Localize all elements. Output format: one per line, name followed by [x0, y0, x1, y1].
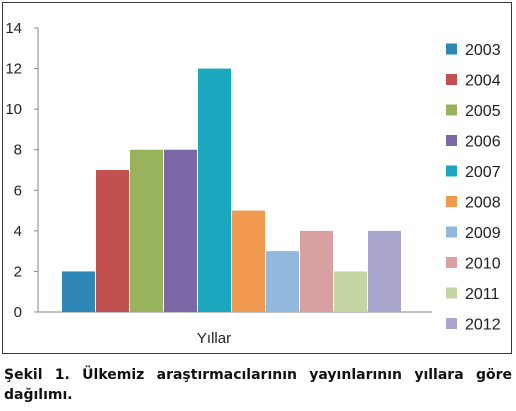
legend-swatch-2004 [446, 74, 457, 85]
legend-swatch-2010 [446, 257, 457, 268]
legend-swatch-2007 [446, 165, 457, 177]
legend-label-2008: 2008 [465, 195, 501, 212]
y-tick-label: 4 [14, 223, 22, 240]
legend-swatch-2009 [446, 226, 457, 238]
y-tick-label: 0 [14, 304, 22, 321]
y-tick-label: 2 [14, 263, 22, 280]
bar-2004 [96, 170, 129, 312]
bar-2007 [198, 68, 231, 312]
legend-label-2012: 2012 [465, 317, 501, 334]
legend-swatch-2005 [446, 104, 457, 116]
bar-2010 [300, 230, 333, 312]
legend-label-2005: 2005 [465, 103, 501, 120]
legend-label-2009: 2009 [465, 225, 501, 242]
legend-swatch-2011 [446, 287, 457, 299]
y-tick-label: 12 [5, 61, 22, 78]
legend-swatch-2006 [446, 135, 457, 146]
bar-2012 [368, 230, 401, 312]
legend-label-2003: 2003 [465, 42, 501, 59]
legend-label-2007: 2007 [465, 164, 501, 181]
legend-swatch-2003 [446, 43, 457, 55]
y-tick-label: 6 [14, 182, 22, 199]
bar-2009 [266, 251, 299, 312]
legend-swatch-2008 [446, 196, 457, 207]
bar-2006 [164, 149, 197, 312]
legend-label-2004: 2004 [465, 73, 501, 90]
x-axis-label: Yıllar [197, 330, 231, 347]
y-tick-label: 8 [14, 142, 22, 159]
y-tick-label: 14 [5, 20, 22, 37]
legend-swatch-2012 [446, 318, 457, 329]
y-tick-label: 10 [5, 101, 22, 118]
bar-2003 [62, 271, 95, 312]
bar-2011 [334, 271, 367, 312]
legend-label-2011: 2011 [465, 286, 500, 303]
bar-2005 [130, 149, 163, 312]
bar-2008 [232, 210, 265, 312]
legend-label-2010: 2010 [465, 256, 501, 273]
figure-caption: Şekil 1. Ülkemiz araştırmacılarının yayı… [4, 367, 512, 403]
legend-label-2006: 2006 [465, 134, 501, 151]
